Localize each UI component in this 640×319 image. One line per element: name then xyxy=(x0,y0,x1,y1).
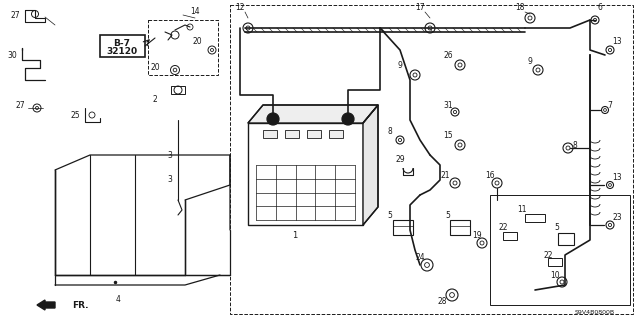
Text: 22: 22 xyxy=(543,250,553,259)
Text: 4: 4 xyxy=(116,295,120,305)
Text: 30: 30 xyxy=(7,50,17,60)
Bar xyxy=(171,86,185,94)
Text: 20: 20 xyxy=(150,63,160,72)
Text: 12: 12 xyxy=(236,4,244,12)
Text: 28: 28 xyxy=(437,298,447,307)
Text: 29: 29 xyxy=(395,155,405,165)
Text: 16: 16 xyxy=(485,170,495,180)
Text: 8: 8 xyxy=(388,128,392,137)
Text: 32120: 32120 xyxy=(106,48,138,56)
Bar xyxy=(490,195,630,305)
Bar xyxy=(329,130,343,138)
Polygon shape xyxy=(248,105,378,123)
Text: 17: 17 xyxy=(415,4,425,12)
Bar xyxy=(548,258,562,266)
Text: 3: 3 xyxy=(168,151,172,160)
Bar xyxy=(525,214,545,222)
Text: 9: 9 xyxy=(397,61,403,70)
Bar xyxy=(100,35,145,57)
Text: 14: 14 xyxy=(190,8,200,17)
Bar xyxy=(558,233,574,245)
Text: 18: 18 xyxy=(515,4,525,12)
Bar xyxy=(248,123,363,225)
Text: 23: 23 xyxy=(612,213,622,222)
Text: 27: 27 xyxy=(10,11,20,19)
Text: 13: 13 xyxy=(612,38,622,47)
Text: 5: 5 xyxy=(445,211,451,219)
Text: 25: 25 xyxy=(70,110,80,120)
Text: 2: 2 xyxy=(152,95,157,105)
Text: 26: 26 xyxy=(443,50,453,60)
Text: 3: 3 xyxy=(168,175,172,184)
FancyArrow shape xyxy=(37,300,55,310)
Text: 5: 5 xyxy=(388,211,392,219)
Text: 7: 7 xyxy=(607,100,612,109)
Text: 22: 22 xyxy=(499,224,508,233)
Text: 27: 27 xyxy=(15,100,25,109)
Bar xyxy=(263,130,277,138)
Bar xyxy=(503,232,517,240)
Text: S9V4B0800B: S9V4B0800B xyxy=(575,309,615,315)
Text: 10: 10 xyxy=(550,271,560,279)
Bar xyxy=(450,220,470,235)
Text: FR.: FR. xyxy=(72,300,88,309)
Text: 9: 9 xyxy=(527,57,532,66)
Text: 6: 6 xyxy=(598,4,602,12)
Polygon shape xyxy=(363,105,378,225)
Text: 5: 5 xyxy=(555,224,559,233)
Bar xyxy=(148,20,218,75)
Bar xyxy=(230,5,633,314)
Circle shape xyxy=(267,113,279,125)
Text: B-7: B-7 xyxy=(113,39,131,48)
Text: 1: 1 xyxy=(292,231,298,240)
Text: 11: 11 xyxy=(517,205,527,214)
Text: 13: 13 xyxy=(612,174,622,182)
Text: 21: 21 xyxy=(440,170,450,180)
Bar xyxy=(285,130,299,138)
Bar xyxy=(307,130,321,138)
Bar xyxy=(393,220,413,235)
Text: 15: 15 xyxy=(443,130,453,139)
Text: 31: 31 xyxy=(443,100,453,109)
Text: 19: 19 xyxy=(472,231,482,240)
Text: 20: 20 xyxy=(192,38,202,47)
Text: 8: 8 xyxy=(573,140,577,150)
Circle shape xyxy=(342,113,354,125)
Text: 24: 24 xyxy=(415,254,425,263)
